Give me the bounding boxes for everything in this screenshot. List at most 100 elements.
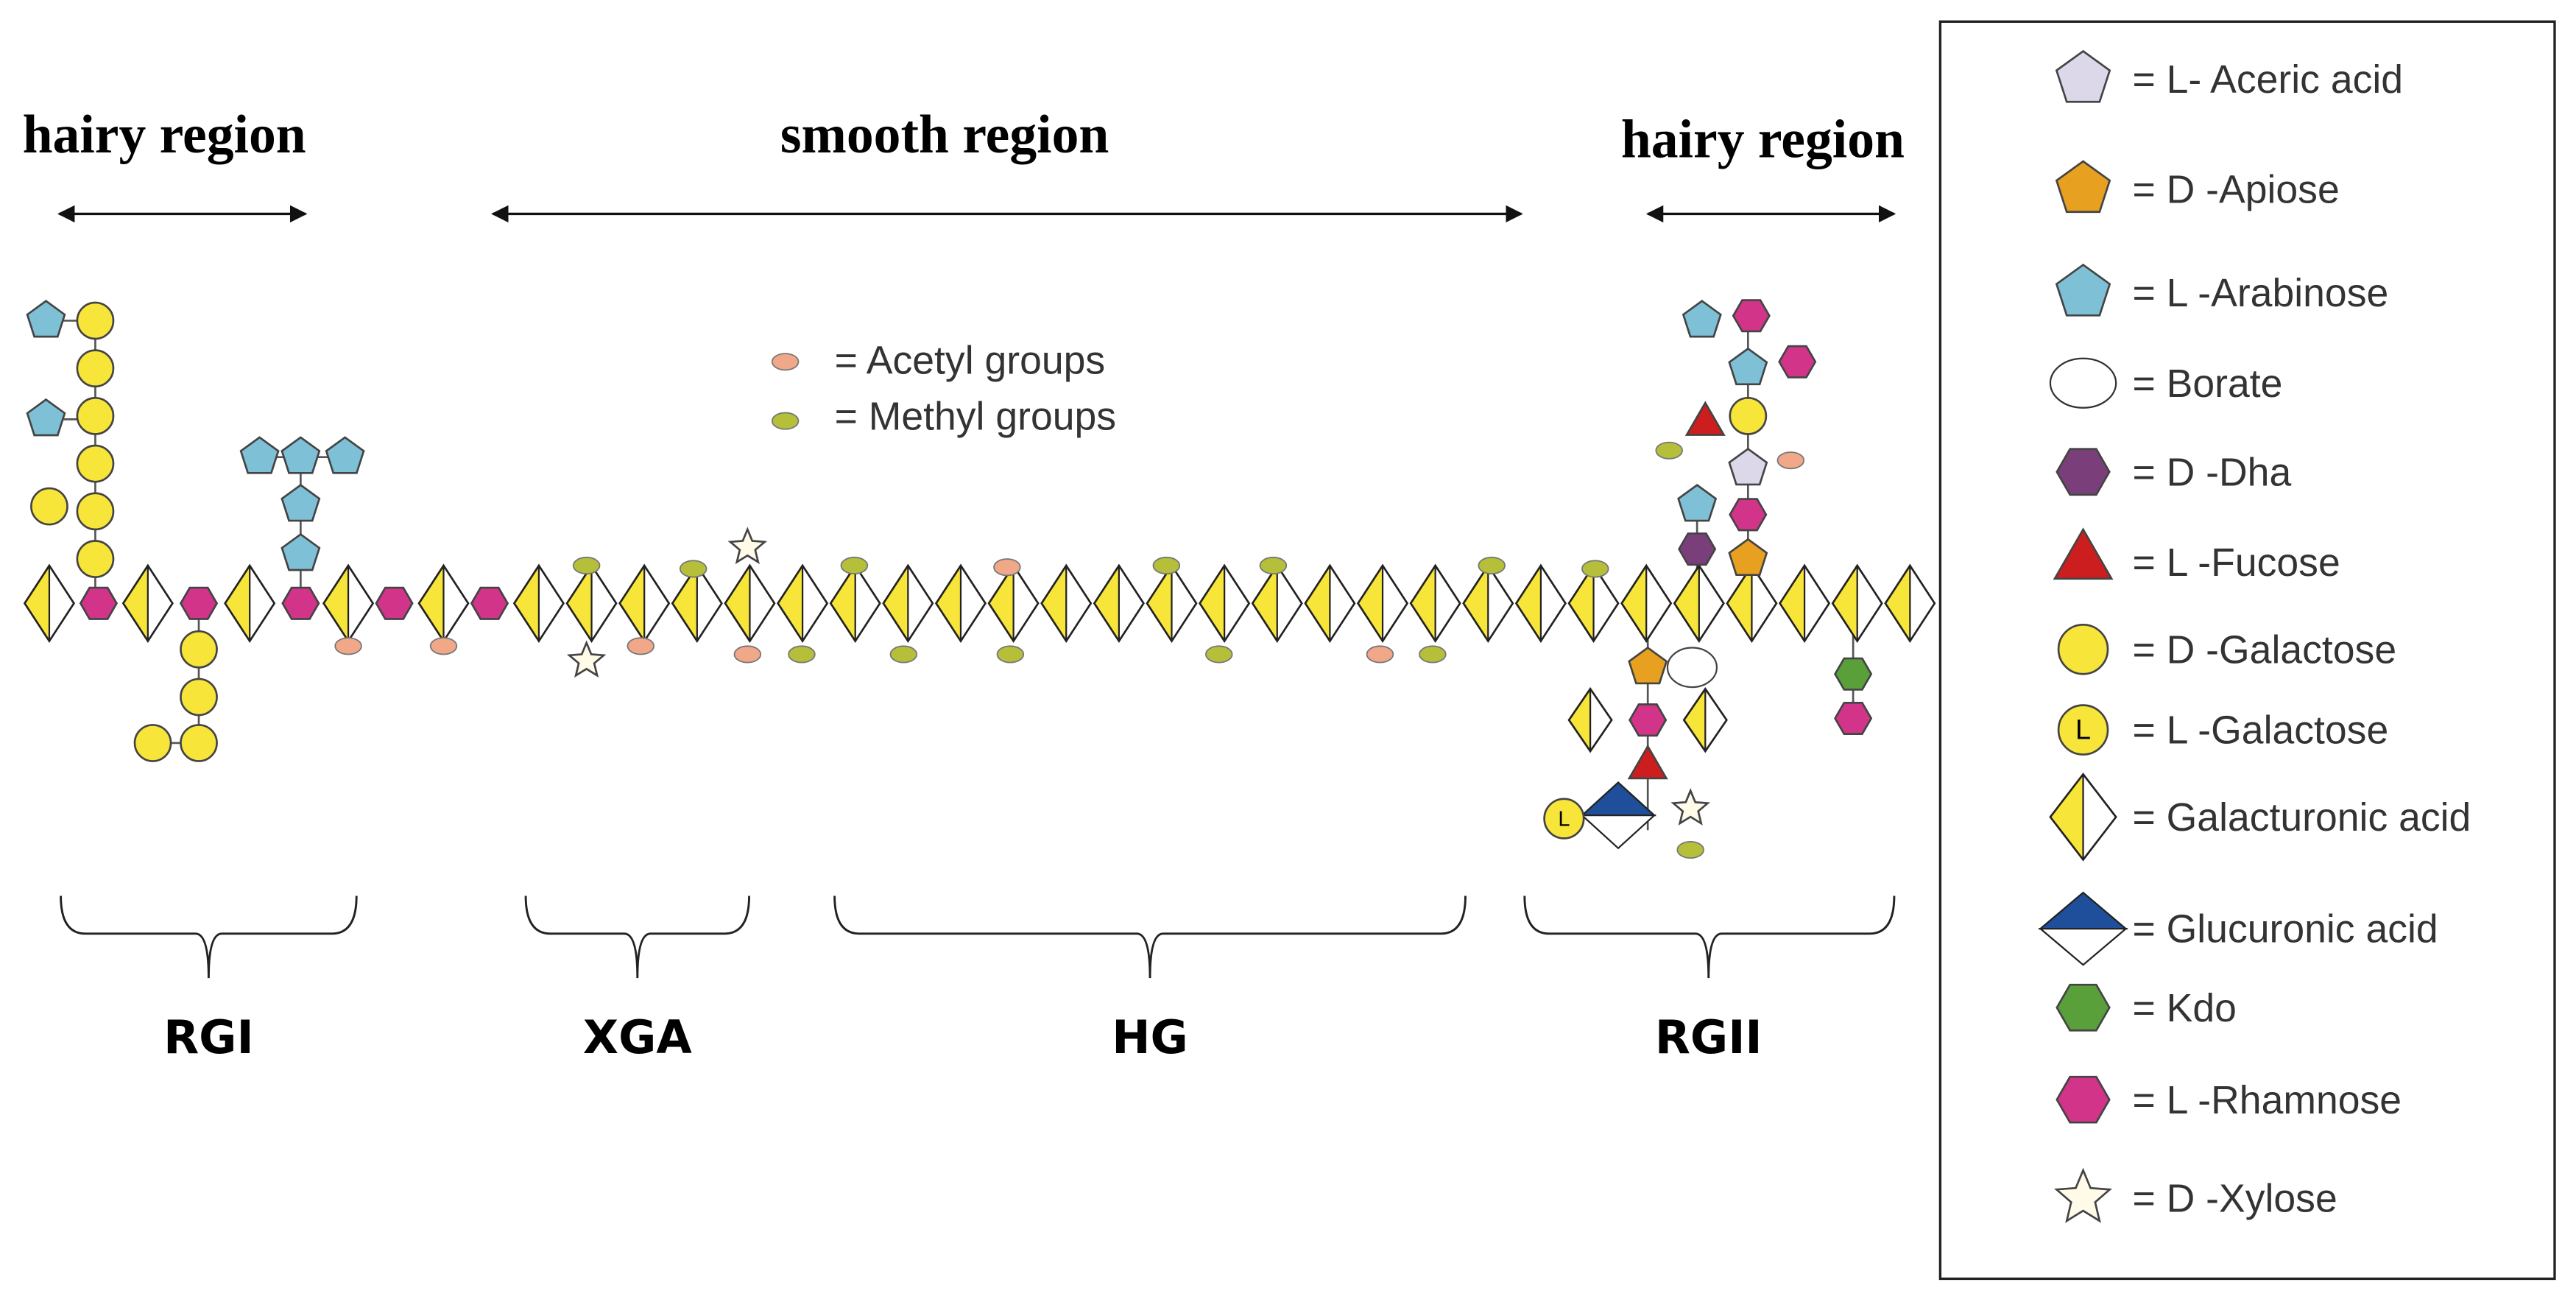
galacturonic-left — [514, 565, 539, 641]
inline-legend-label: = Acetyl groups — [835, 339, 1106, 383]
pentose — [325, 436, 365, 474]
galacturonic-left — [1358, 565, 1383, 641]
galacturonic-left — [1094, 565, 1119, 641]
galactose — [2057, 623, 2109, 675]
galacturonic-left — [936, 565, 961, 641]
galacturonic-right — [1804, 565, 1829, 641]
galacturonic-left — [2050, 774, 2083, 860]
galacturonic-right — [696, 565, 722, 641]
galacturonic-right — [1435, 565, 1461, 641]
galacturonic-right — [749, 565, 774, 641]
xylose — [727, 527, 768, 565]
galacturonic-left — [225, 565, 250, 641]
galacturonic-right — [348, 565, 373, 641]
region-label: smooth region — [780, 104, 1109, 164]
galactose — [76, 301, 115, 340]
pentose — [26, 398, 66, 437]
galacturonic-left — [883, 565, 908, 641]
galactose — [76, 397, 115, 435]
galacturonic-right — [1488, 565, 1513, 641]
bracket — [833, 895, 1467, 979]
galacturonic-right — [443, 565, 468, 641]
hexagon — [79, 586, 118, 620]
galacturonic-right — [1330, 565, 1355, 641]
galactose — [1543, 798, 1585, 840]
substituent — [1655, 441, 1683, 460]
galactose — [180, 678, 218, 717]
hexagon — [1678, 532, 1717, 566]
hexagon — [375, 586, 414, 620]
hexagon — [2055, 1075, 2111, 1124]
substituent — [889, 645, 918, 664]
galacturonic-right — [250, 565, 275, 641]
hexagon — [2055, 983, 2111, 1032]
legend-label: = Galacturonic acid — [2132, 796, 2471, 840]
substituent — [1581, 560, 1609, 578]
galactose — [180, 724, 218, 762]
substituent — [1259, 556, 1288, 575]
galactose — [180, 630, 218, 669]
borate — [1666, 647, 1718, 689]
substituent — [572, 556, 601, 575]
galacturonic-left — [323, 565, 349, 641]
hexagon — [1778, 345, 1817, 379]
region-label: hairy region — [1621, 109, 1905, 169]
pentose — [280, 532, 321, 571]
galacturonic-left — [1305, 565, 1330, 641]
substituent — [733, 645, 762, 664]
galacturonic-right — [1066, 565, 1091, 641]
galacturonic-right — [1593, 565, 1619, 641]
pentose — [239, 436, 280, 474]
galacturonic-right — [1698, 565, 1724, 641]
substituent — [996, 645, 1025, 664]
galacturonic-left — [1684, 689, 1706, 752]
inline-legend-label: = Methyl groups — [835, 395, 1116, 438]
substituent — [334, 637, 362, 655]
legend-label: = L- Aceric acid — [2132, 58, 2403, 102]
hexagon — [281, 586, 320, 620]
galactose — [2057, 704, 2109, 756]
legend: = L- Aceric acid = D -Apiose = L -Arabinos… — [2132, 58, 2471, 1221]
galacturonic-left — [1726, 565, 1752, 641]
segment-label: HG — [1112, 1010, 1188, 1064]
substituent — [993, 558, 1021, 577]
glucuronic-bottom — [1580, 814, 1657, 850]
legend-label: = L -Rhamnose — [2132, 1079, 2402, 1122]
galactose — [76, 444, 115, 483]
substituent — [1205, 645, 1233, 664]
galacturonic-right — [1277, 565, 1302, 641]
galacturonic-left — [1569, 689, 1591, 752]
pentose — [2055, 263, 2111, 317]
substituent — [1152, 556, 1181, 575]
galacturonic-left — [1411, 565, 1436, 641]
fucose — [1684, 401, 1726, 436]
galacturonic-right — [1590, 689, 1612, 752]
substituent — [788, 645, 816, 664]
galacturonic-left — [1199, 565, 1225, 641]
galactose — [76, 349, 115, 388]
galacturonic-left — [724, 565, 750, 641]
galactose — [1729, 397, 1768, 435]
legend-label: = L -Arabinose — [2132, 272, 2388, 315]
segment-label: XGA — [583, 1010, 692, 1064]
galacturonic-left — [1147, 565, 1172, 641]
region-label: hairy region — [23, 104, 306, 164]
galacturonic-left — [1252, 565, 1277, 641]
galacturonic-left — [123, 565, 148, 641]
galactose — [76, 540, 115, 578]
pentose — [1628, 646, 1668, 685]
galacturonic-right — [1910, 565, 1935, 641]
legend-label: = D -Apiose — [2132, 169, 2339, 212]
legend-label: = D -Xylose — [2132, 1178, 2337, 1221]
hexagon — [2055, 448, 2111, 496]
hexagon — [1732, 299, 1771, 333]
galacturonic-left — [567, 565, 592, 641]
galacturonic-left — [419, 565, 444, 641]
legend-label: = L -Galactose — [2132, 709, 2388, 753]
pentose — [1728, 538, 1768, 577]
galacturonic-right — [1013, 565, 1039, 641]
substituent — [679, 560, 707, 578]
pentose — [2055, 160, 2111, 214]
hexagon — [1628, 703, 1668, 737]
